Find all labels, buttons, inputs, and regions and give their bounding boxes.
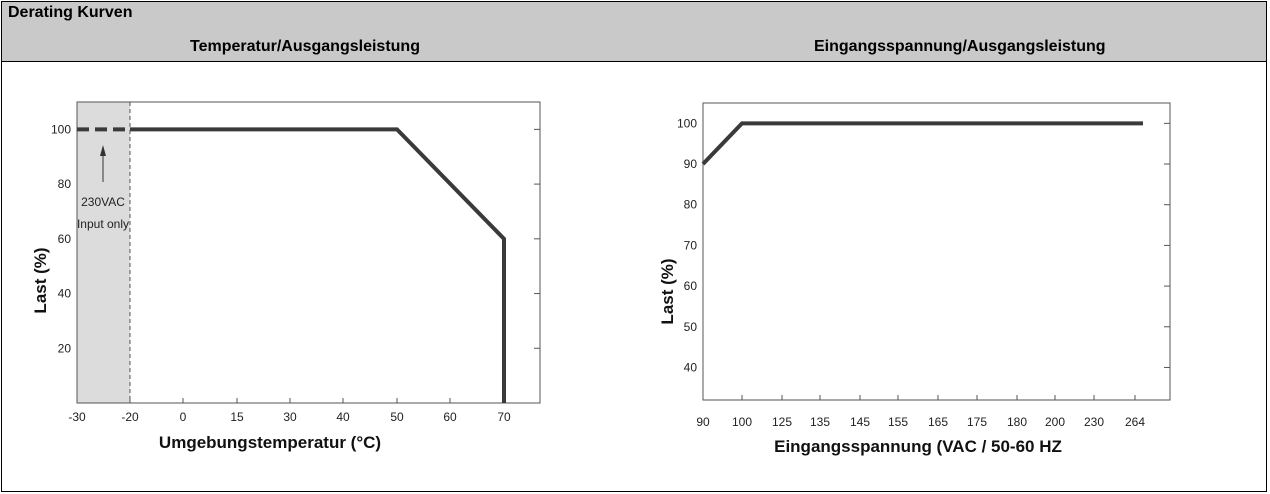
y-tick-label-80: 80: [58, 177, 72, 191]
x-tick-label-20: -20: [121, 410, 139, 424]
x-tick-label-180: 180: [1007, 415, 1027, 429]
x-tick-label-30: -30: [68, 410, 86, 424]
x-tick-label-15: 15: [230, 410, 244, 424]
y-tick-label-40: 40: [58, 287, 72, 301]
x-tick-label-145: 145: [850, 415, 870, 429]
x-tick-label-90: 90: [696, 415, 710, 429]
x-tick-label-0: 0: [180, 410, 187, 424]
x-tick-label-200: 200: [1045, 415, 1065, 429]
x-tick-label-70: 70: [497, 410, 511, 424]
x-tick-label-30: 30: [283, 410, 297, 424]
section-title: Derating Kurven: [8, 4, 133, 21]
series-line-solid: [701, 121, 1143, 166]
y-tick-label-60: 60: [684, 279, 698, 293]
x-axis-title: Umgebungstemperatur (°C): [159, 433, 381, 452]
y-tick-label-20: 20: [58, 341, 72, 355]
x-tick-label-264: 264: [1125, 415, 1145, 429]
x-tick-label-165: 165: [928, 415, 948, 429]
plot-frame: [76, 101, 541, 404]
y-axis-title: Last (%): [658, 258, 677, 324]
y-tick-label-70: 70: [684, 238, 698, 252]
y-tick-label-60: 60: [58, 232, 72, 246]
annotation-label-0: 230VAC: [81, 195, 125, 209]
x-tick-label-60: 60: [443, 410, 457, 424]
annotation-arrow-head: [100, 145, 106, 156]
annotation-label-1: Input only: [77, 217, 129, 231]
y-tick-label-80: 80: [684, 198, 698, 212]
header-bar: Derating Kurven Temperatur/Ausgangsleist…: [2, 2, 1266, 62]
series-line-solid: [130, 127, 506, 403]
y-tick-label-100: 100: [677, 116, 697, 130]
x-tick-label-135: 135: [810, 415, 830, 429]
x-tick-label-155: 155: [888, 415, 908, 429]
y-axis-title: Last (%): [31, 247, 50, 313]
left-chart-title: Temperatur/Ausgangsleistung: [190, 38, 420, 55]
x-tick-label-125: 125: [772, 415, 792, 429]
x-tick-label-50: 50: [390, 410, 404, 424]
x-tick-label-100: 100: [732, 415, 752, 429]
x-axis-title: Eingangsspannung (VAC / 50-60 HZ: [774, 437, 1062, 456]
x-tick-label-175: 175: [967, 415, 987, 429]
y-tick-label-100: 100: [51, 122, 71, 136]
plot-frame: [702, 102, 1171, 401]
y-tick-label-40: 40: [684, 360, 698, 374]
x-tick-label-230: 230: [1084, 415, 1104, 429]
y-tick-label-90: 90: [684, 157, 698, 171]
right-chart-title: Eingangsspannung/Ausgangsleistung: [814, 38, 1106, 55]
x-tick-label-40: 40: [336, 410, 350, 424]
y-tick-label-50: 50: [684, 320, 698, 334]
